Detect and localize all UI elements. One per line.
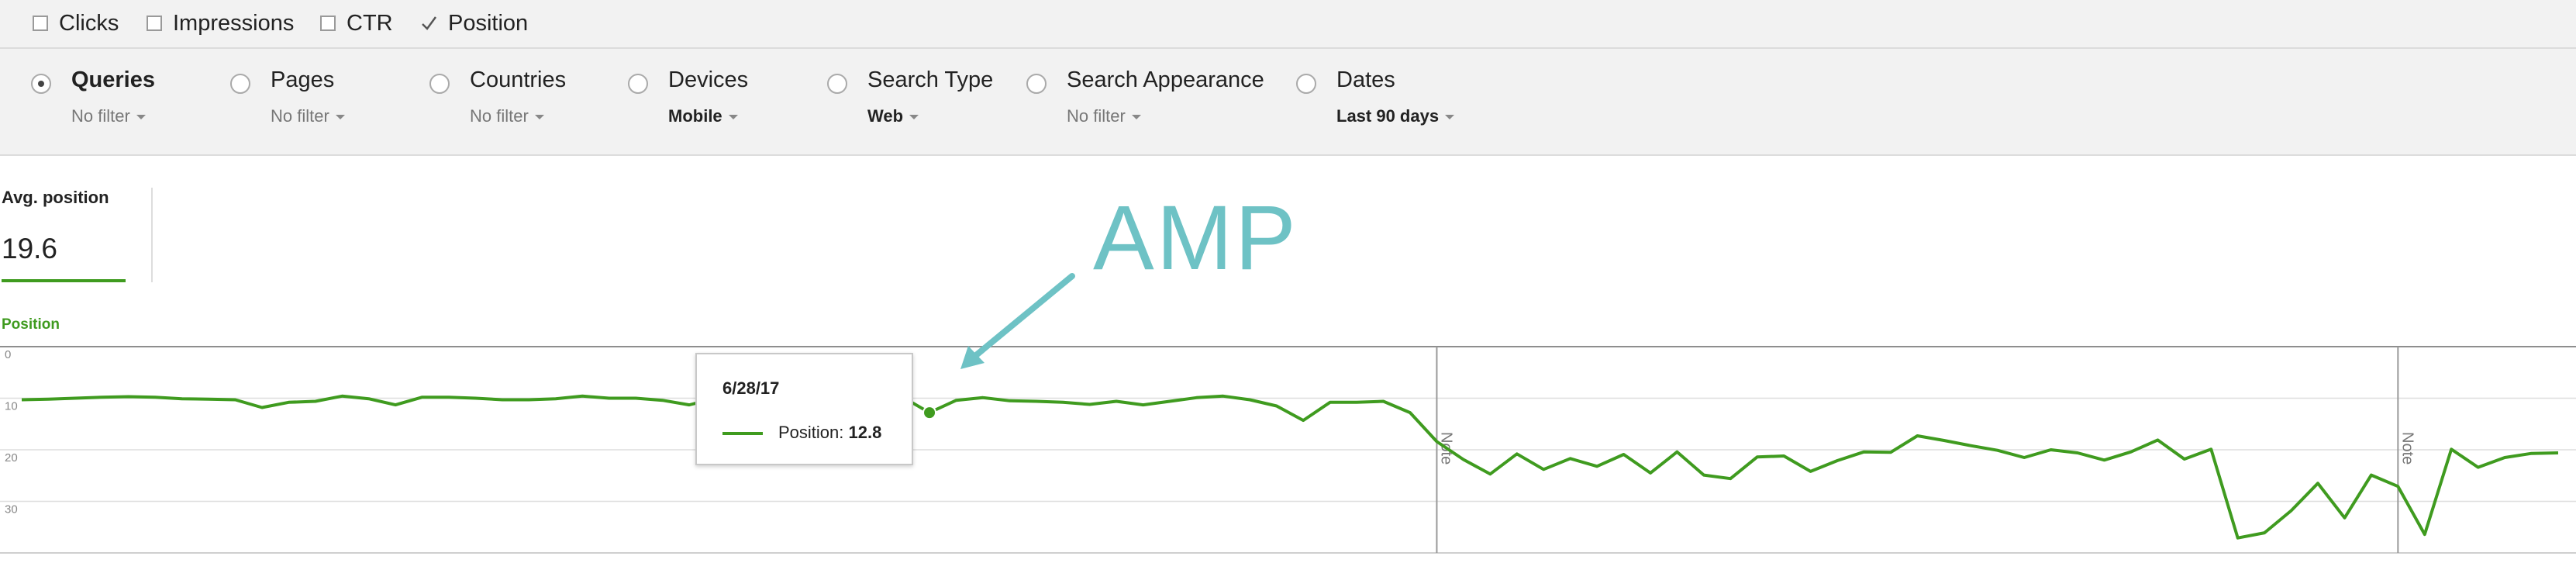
summary-value: 19.6: [2, 233, 58, 264]
ctr-checkbox[interactable]: [320, 16, 336, 31]
metric-toggle-ctr[interactable]: CTR: [320, 8, 393, 39]
y-tick-label: 10: [5, 400, 18, 413]
filter-label: Countries: [470, 67, 567, 92]
dates-radio[interactable]: [1296, 74, 1316, 94]
filter-value-dropdown[interactable]: Last 90 days: [1336, 106, 1455, 126]
search-type-radio[interactable]: [827, 74, 847, 94]
filter-bar: Queries No filter Pages No filter Countr…: [0, 49, 2576, 156]
caret-down-icon: [728, 115, 738, 120]
caret-down-icon: [1131, 115, 1141, 120]
filter-value-dropdown[interactable]: Web: [867, 106, 919, 126]
metric-label: CTR: [347, 10, 393, 36]
pages-radio[interactable]: [230, 74, 250, 94]
filter-value-text: Mobile: [668, 106, 722, 126]
countries-radio[interactable]: [429, 74, 450, 94]
queries-radio[interactable]: [31, 74, 51, 94]
filter-value-dropdown[interactable]: No filter: [1067, 106, 1141, 126]
filter-label: Search Type: [867, 67, 994, 92]
y-tick-label: 20: [5, 451, 18, 465]
filter-value-dropdown[interactable]: Mobile: [668, 106, 738, 126]
clicks-checkbox[interactable]: [33, 16, 48, 31]
filter-value-text: No filter: [71, 106, 130, 126]
filter-label: Search Appearance: [1067, 67, 1264, 92]
filter-label: Queries: [71, 67, 155, 92]
filter-value-text: No filter: [470, 106, 529, 126]
summary-divider: [151, 188, 153, 282]
highlight-point: [922, 406, 937, 420]
y-tick-label: 0: [5, 348, 11, 361]
metrics-bar: Clicks Impressions CTR Position: [0, 0, 2576, 49]
filter-value-text: No filter: [271, 106, 329, 126]
tooltip-label: Position:: [778, 423, 844, 442]
series-label: Position: [2, 316, 60, 333]
summary-underline: [2, 279, 126, 282]
summary-title: Avg. position: [2, 188, 109, 207]
checkmark-icon: [422, 16, 437, 30]
caret-down-icon: [1445, 115, 1455, 120]
caret-down-icon: [909, 115, 919, 120]
filter-label: Dates: [1336, 67, 1395, 92]
y-tick-label: 30: [5, 503, 18, 516]
caret-down-icon: [136, 115, 146, 120]
impressions-checkbox[interactable]: [147, 16, 162, 31]
tooltip-date: 6/28/17: [722, 378, 780, 398]
caret-down-icon: [335, 115, 345, 120]
tooltip-series-swatch: [722, 432, 763, 435]
series-line: [21, 394, 2559, 540]
metric-label: Position: [448, 10, 529, 36]
tooltip-value: 12.8: [848, 423, 882, 442]
metric-label: Impressions: [173, 10, 295, 36]
metric-label: Clicks: [59, 10, 119, 36]
metric-toggle-impressions[interactable]: Impressions: [147, 8, 294, 39]
chart-tooltip: 6/28/17 Position: 12.8: [695, 353, 913, 465]
radio-selected-dot: [38, 81, 44, 87]
annotation-text: AMP: [1093, 187, 1298, 289]
metric-toggle-position[interactable]: Position: [420, 8, 528, 39]
filter-value-text: No filter: [1067, 106, 1126, 126]
devices-radio[interactable]: [628, 74, 648, 94]
filter-value-dropdown[interactable]: No filter: [71, 106, 146, 126]
filter-value-dropdown[interactable]: No filter: [470, 106, 544, 126]
filter-value-text: Web: [867, 106, 904, 126]
metric-toggle-clicks[interactable]: Clicks: [33, 8, 119, 39]
tooltip-text: Position: 12.8: [778, 423, 881, 443]
filter-value-text: Last 90 days: [1336, 106, 1440, 126]
filter-value-dropdown[interactable]: No filter: [271, 106, 345, 126]
caret-down-icon: [534, 115, 544, 120]
search-appearance-radio[interactable]: [1026, 74, 1047, 94]
note-marker-label: Note: [2398, 432, 2416, 465]
filter-label: Pages: [271, 67, 335, 92]
filter-label: Devices: [668, 67, 749, 92]
